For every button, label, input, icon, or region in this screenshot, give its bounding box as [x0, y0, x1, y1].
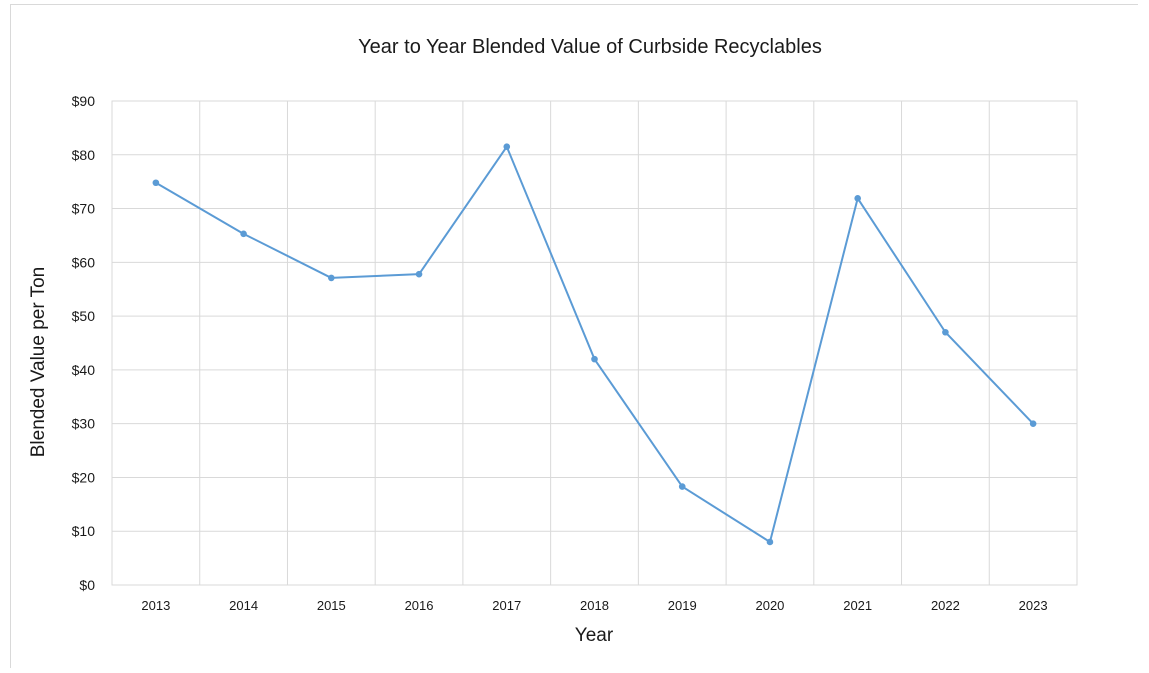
data-point — [766, 538, 774, 546]
x-tick-label: 2013 — [141, 598, 170, 613]
y-tick-label: $20 — [72, 469, 96, 485]
y-tick-label: $70 — [72, 201, 96, 217]
y-axis-title: Blended Value per Ton — [28, 267, 49, 458]
x-tick-label: 2022 — [931, 598, 960, 613]
y-tick-label: $90 — [72, 93, 96, 109]
x-tick-label: 2015 — [317, 598, 346, 613]
data-point — [678, 483, 686, 490]
y-tick-label: $10 — [72, 523, 96, 539]
x-axis-ticks: 2013 2014 2015 2016 2017 2018 2019 2020 2021 2022… — [141, 598, 1047, 613]
x-tick-label: 2019 — [668, 598, 697, 613]
series-layer — [152, 143, 1037, 546]
y-tick-label: $50 — [72, 308, 96, 324]
x-tick-label: 2023 — [1019, 598, 1048, 613]
data-point — [240, 230, 247, 238]
x-tick-label: 2020 — [755, 598, 784, 613]
y-tick-label: $30 — [72, 416, 96, 432]
y-tick-label: $40 — [72, 362, 96, 378]
x-tick-label: 2017 — [492, 598, 521, 613]
chart-title: Year to Year Blended Value of Curbside R… — [358, 36, 822, 58]
y-axis-ticks: $0 $10 $20 $30 $40 $50 $60 $70 $80 $90 — [72, 93, 96, 593]
plot-area — [111, 100, 1078, 586]
data-point — [415, 270, 423, 278]
y-tick-label: $0 — [79, 577, 95, 593]
data-point — [942, 328, 949, 336]
x-tick-label: 2016 — [405, 598, 434, 613]
data-point — [1029, 420, 1037, 427]
data-point — [152, 179, 160, 187]
x-tick-label: 2014 — [229, 598, 258, 613]
x-tick-label: 2018 — [580, 598, 609, 613]
grid-layer — [111, 100, 1078, 586]
x-tick-label: 2021 — [843, 598, 872, 613]
data-point — [591, 355, 598, 363]
y-tick-label: $80 — [72, 147, 96, 163]
data-point — [854, 195, 861, 202]
data-point — [328, 274, 335, 282]
x-axis-title: Year — [575, 625, 614, 646]
data-point — [503, 143, 511, 151]
y-tick-label: $60 — [72, 254, 96, 270]
